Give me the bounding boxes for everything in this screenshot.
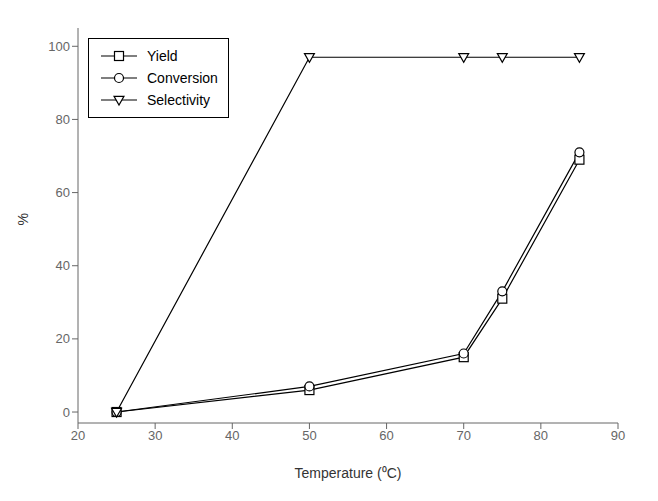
svg-text:40: 40 — [56, 258, 70, 273]
html-text:Yield: Yield — [147, 48, 178, 64]
svg-text:90: 90 — [611, 428, 625, 443]
svg-text:100: 100 — [48, 39, 70, 54]
svg-text:0: 0 — [63, 405, 70, 420]
svg-text:%: % — [15, 213, 31, 225]
svg-text:80: 80 — [534, 428, 548, 443]
svg-text:60: 60 — [56, 185, 70, 200]
svg-text:20: 20 — [56, 331, 70, 346]
svg-text:60: 60 — [379, 428, 393, 443]
svg-text:20: 20 — [71, 428, 85, 443]
svg-text:80: 80 — [56, 112, 70, 127]
svg-text:50: 50 — [302, 428, 316, 443]
svg-text:40: 40 — [225, 428, 239, 443]
svg-text:70: 70 — [456, 428, 470, 443]
html-text:Selectivity: Selectivity — [147, 92, 210, 108]
svg-text:Temperature (⁰C): Temperature (⁰C) — [295, 465, 402, 481]
html-text:Conversion: Conversion — [147, 70, 218, 86]
svg-text:30: 30 — [148, 428, 162, 443]
